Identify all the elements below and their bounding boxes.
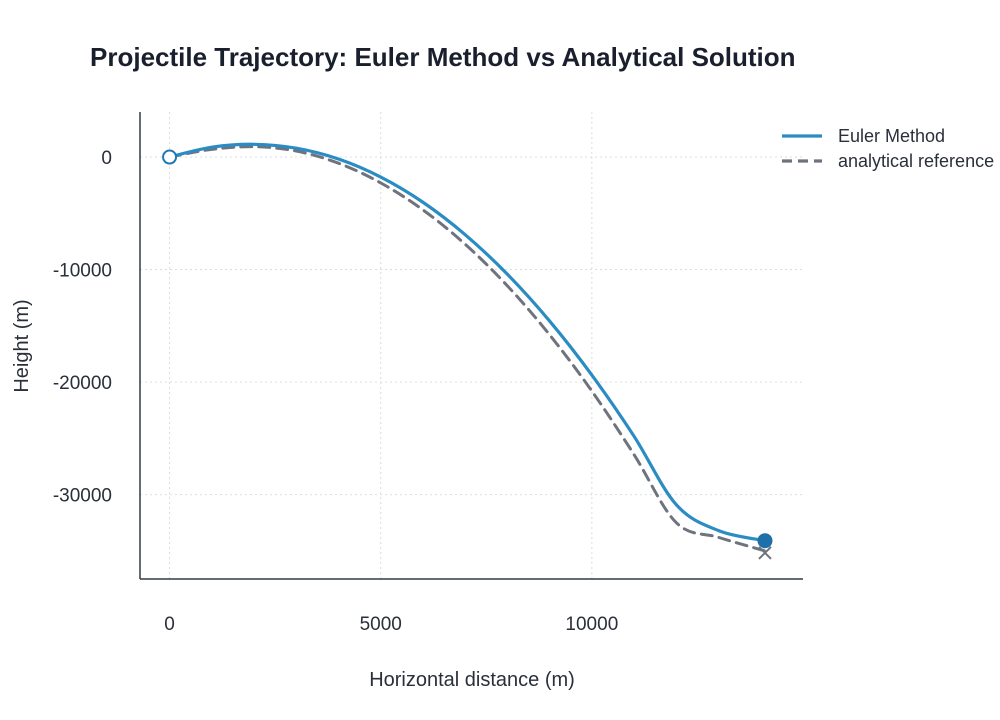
euler-line — [167, 142, 767, 543]
y-tick-label: 0 — [101, 148, 112, 169]
x-stroke — [758, 546, 772, 560]
markers — [162, 149, 773, 560]
x-tick-label: 5000 — [360, 614, 402, 635]
y-tick-label: -10000 — [53, 261, 112, 282]
ticks: 0 5000 10000 0 -10000 -20000 -30000 — [53, 148, 618, 635]
euler-end-marker — [757, 533, 773, 549]
y-axis-label: Height (m) — [11, 299, 33, 392]
legend: Euler Method analytical reference — [782, 126, 994, 171]
chart-title: Projectile Trajectory: Euler Method vs A… — [90, 42, 796, 72]
x-tick-label: 0 — [164, 614, 175, 635]
series — [167, 142, 767, 553]
axes — [139, 112, 803, 580]
x-tick-label: 10000 — [565, 614, 618, 635]
legend-label: analytical reference — [838, 151, 994, 171]
legend-label: Euler Method — [838, 126, 945, 146]
grid — [140, 112, 803, 579]
analytical-end-marker — [758, 546, 772, 560]
y-tick-label: -20000 — [53, 373, 112, 394]
analytical-line — [168, 145, 767, 553]
x-axis-label: Horizontal distance (m) — [369, 669, 575, 691]
y-tick-label: -30000 — [53, 486, 112, 507]
start-marker — [162, 149, 178, 165]
